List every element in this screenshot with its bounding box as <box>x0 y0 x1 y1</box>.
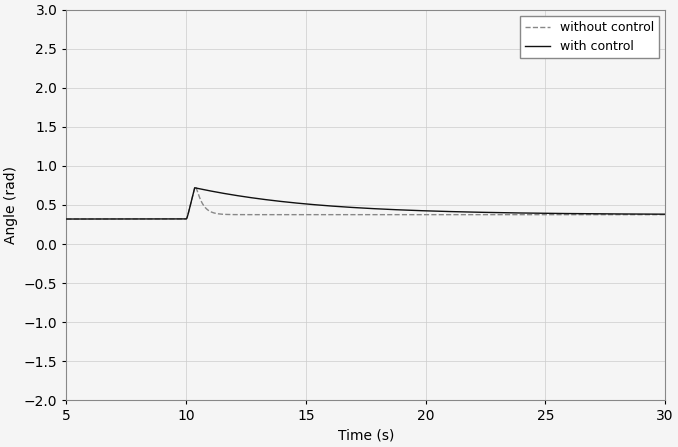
without control <box>247 212 255 217</box>
Y-axis label: Angle (rad): Angle (rad) <box>4 166 18 244</box>
Legend: without control, with control: without control, with control <box>519 16 659 58</box>
without control <box>495 212 503 217</box>
without control <box>475 212 483 217</box>
with control <box>661 211 669 217</box>
without control <box>552 212 560 217</box>
with control <box>191 185 199 190</box>
with control <box>247 195 255 200</box>
without control <box>261 212 269 217</box>
with control <box>62 216 71 222</box>
with control <box>261 197 269 202</box>
Line: without control: without control <box>66 187 665 219</box>
with control <box>552 211 560 216</box>
Line: with control: with control <box>66 188 665 219</box>
without control <box>661 212 669 217</box>
with control <box>475 210 483 215</box>
with control <box>495 210 503 215</box>
X-axis label: Time (s): Time (s) <box>338 429 394 443</box>
without control <box>191 184 199 190</box>
with control <box>265 197 273 202</box>
without control <box>265 212 273 217</box>
without control <box>62 216 71 222</box>
